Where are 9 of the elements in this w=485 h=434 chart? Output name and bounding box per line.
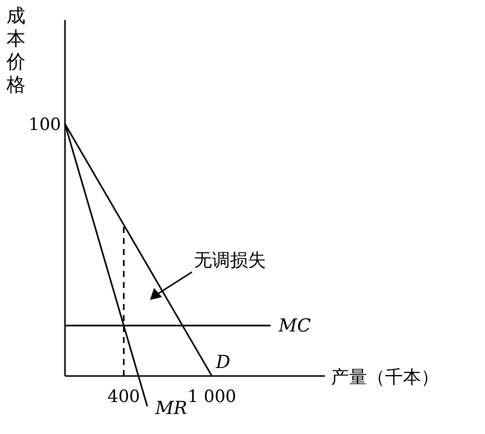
x-tick-label: 1 000 [188, 387, 236, 407]
series-label: D [214, 352, 231, 373]
text: 100 [28, 115, 61, 135]
y-axis-title: 成本价格 [6, 5, 26, 96]
x-tick-label: 400 [108, 387, 140, 407]
series-label: MC [278, 316, 312, 337]
x-axis-title: 产量（千本） [331, 367, 439, 388]
annotation: 无调损失 [194, 250, 266, 271]
series-label: MR [154, 398, 188, 420]
